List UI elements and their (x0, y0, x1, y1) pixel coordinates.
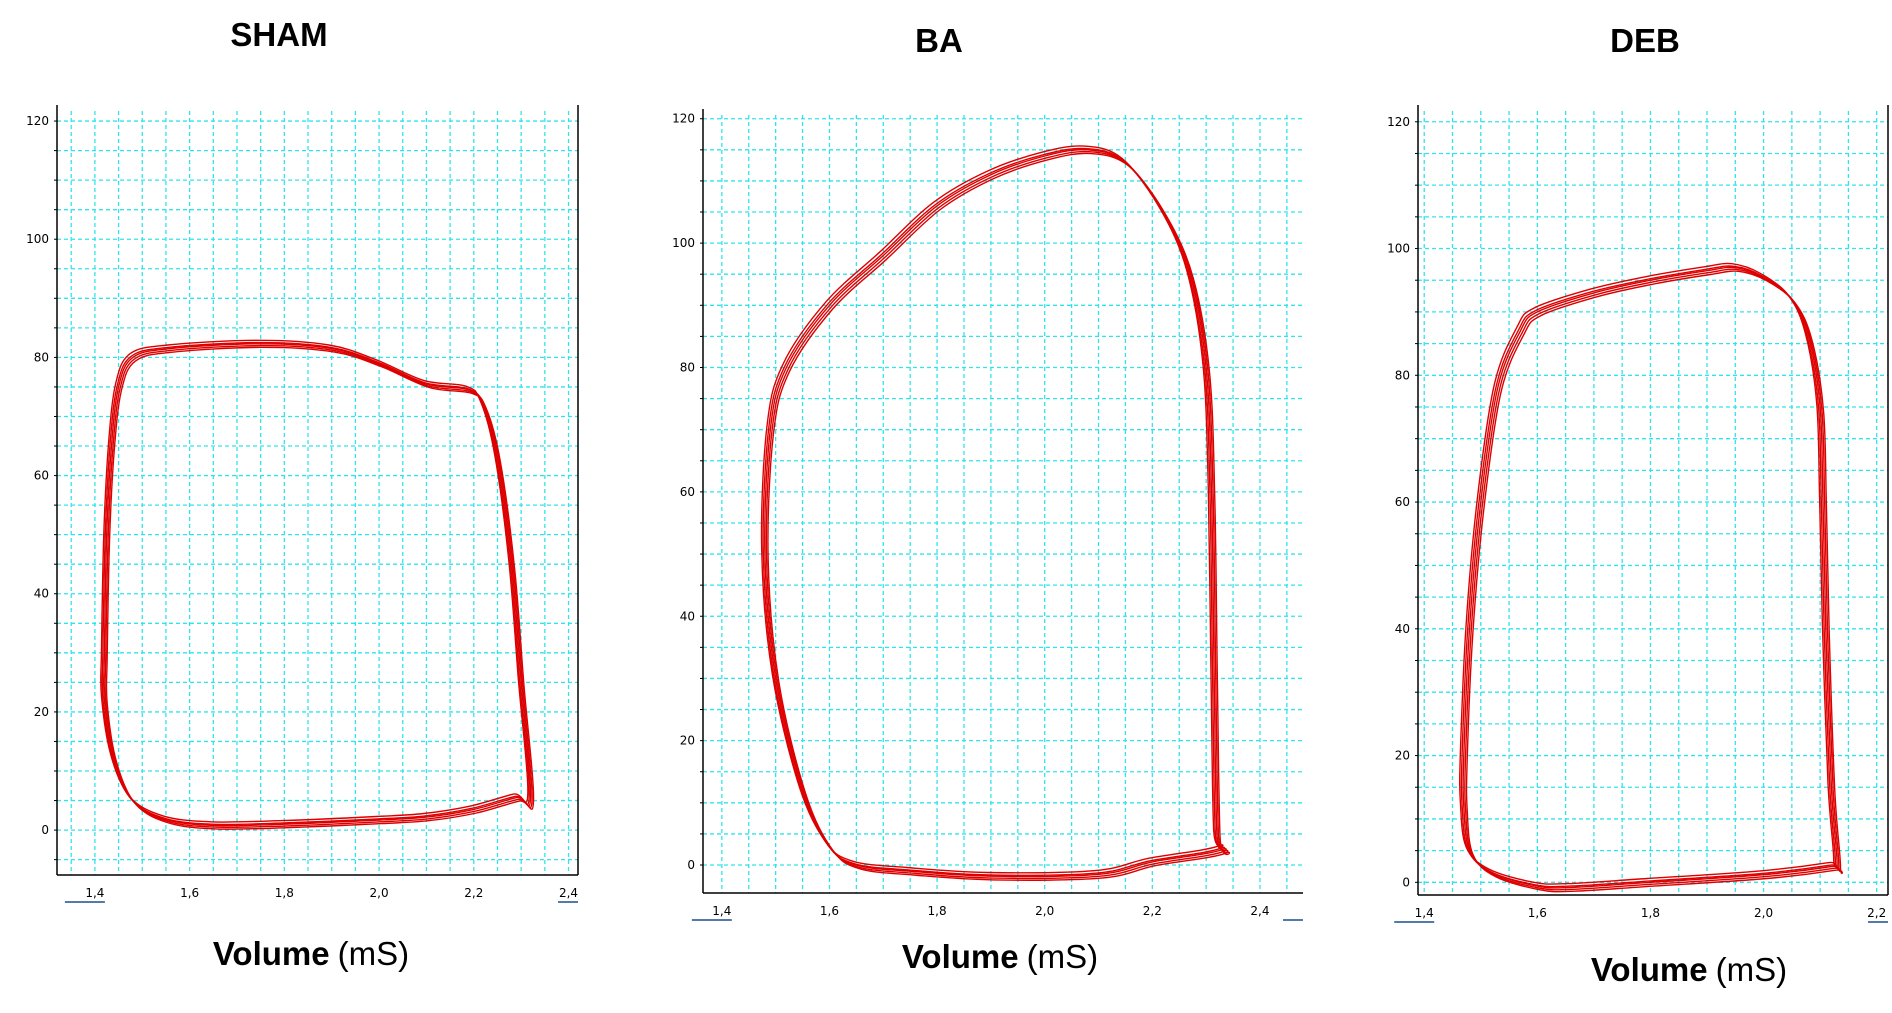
x-axis-label: Volume (mS) (1591, 951, 1787, 988)
x-tick-label: 2,2 (464, 886, 483, 900)
y-tick-label: 40 (680, 609, 695, 623)
pv-loop-trace (764, 148, 1227, 878)
x-tick-label: 1,8 (275, 886, 294, 900)
panel-deb: DEB 0 20 40 60 80 100 120 1,4 1,6 1,8 2,0 2,2 Volume(… (1387, 22, 1889, 988)
y-tick-label: 0 (1402, 875, 1410, 889)
pv-loop-trace (765, 150, 1229, 880)
chart-title: BA (915, 22, 963, 59)
x-tick-label: 1,4 (712, 904, 731, 918)
x-tick-label: 1,6 (820, 904, 839, 918)
x-tick-label: 1,6 (1528, 906, 1547, 920)
pv-loop-trace (105, 346, 535, 830)
pv-loop-trace (1465, 270, 1843, 893)
x-tick-label: 1,8 (1641, 906, 1660, 920)
x-axis-label-quantity: Volume (902, 938, 1019, 975)
pv-loop-trace (1464, 268, 1842, 891)
y-tick-label: 40 (34, 587, 49, 601)
y-tick-label: 80 (680, 360, 695, 374)
chart-title: DEB (1610, 22, 1680, 59)
x-axis-label-quantity: Volume (1591, 951, 1708, 988)
x-tick-label: 1,6 (180, 886, 199, 900)
x-axis-label-unit: (mS) (338, 935, 409, 972)
x-axis-label: Volume (mS) (213, 935, 409, 972)
y-tick-label: 20 (680, 734, 695, 748)
y-tick-label: 100 (672, 236, 695, 250)
y-tick-label: 40 (1395, 622, 1410, 636)
y-tick-label: 60 (34, 469, 49, 483)
x-tick-label: 2,2 (1867, 906, 1886, 920)
y-tick-label: 0 (41, 823, 49, 837)
pv-loop-trace (1459, 262, 1837, 885)
x-axis-label-unit: (mS) (1716, 951, 1787, 988)
y-tick-label: 20 (34, 705, 49, 719)
x-tick-label: 2,4 (1250, 904, 1269, 918)
panel-sham: SHAM 0 20 40 60 80 100 120 1,4 1,6 1,8 2,0 2,2 2,4 Vol… (26, 16, 579, 972)
x-tick-label: 2,0 (1754, 906, 1773, 920)
y-tick-label: 80 (34, 350, 49, 364)
y-tick-label: 20 (1395, 749, 1410, 763)
y-tick-label: 120 (1387, 115, 1410, 129)
x-tick-label: 1,8 (928, 904, 947, 918)
panel-ba: BA 0 20 40 60 80 100 120 1,4 1,6 1,8 2,0 2,2 2,4 Volum… (672, 22, 1303, 975)
pv-loop-trace (102, 343, 532, 827)
pv-loop-trace (101, 341, 530, 826)
x-tick-label: 1,4 (85, 886, 104, 900)
y-tick-label: 60 (680, 485, 695, 499)
y-tick-label: 0 (687, 858, 695, 872)
chart-title: SHAM (230, 16, 327, 53)
y-tick-label: 120 (26, 114, 49, 128)
pv-loop-trace (762, 147, 1226, 876)
y-tick-label: 80 (1395, 368, 1410, 382)
x-tick-label: 2,0 (1035, 904, 1054, 918)
x-axis-label: Volume (mS) (902, 938, 1098, 975)
y-tick-label: 100 (1387, 242, 1410, 256)
x-tick-label: 1,4 (1415, 906, 1434, 920)
x-axis-label-unit: (mS) (1027, 938, 1098, 975)
x-tick-label: 2,4 (559, 886, 578, 900)
x-tick-label: 2,0 (370, 886, 389, 900)
x-tick-label: 2,2 (1143, 904, 1162, 918)
pv-loop-trace (767, 152, 1231, 881)
y-tick-label: 60 (1395, 495, 1410, 509)
x-axis-label-quantity: Volume (213, 935, 330, 972)
y-tick-label: 100 (26, 232, 49, 246)
pv-loop-trace (104, 344, 533, 829)
pv-loop-trace (760, 145, 1224, 874)
y-tick-label: 120 (672, 112, 695, 126)
pv-loop-trace (1460, 265, 1838, 888)
pv-loop-trace (99, 339, 529, 823)
pv-loop-trace (1462, 266, 1840, 889)
